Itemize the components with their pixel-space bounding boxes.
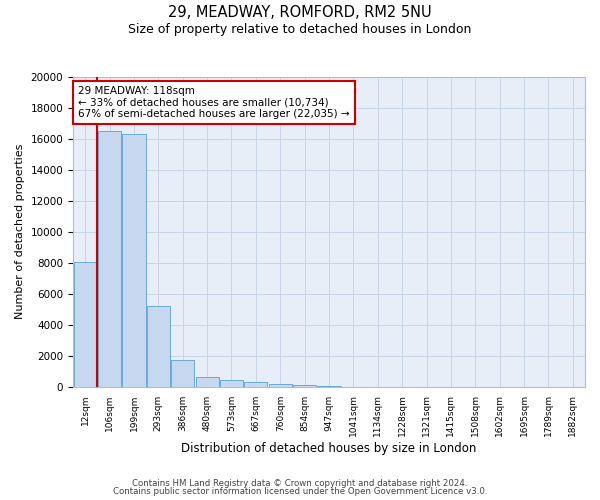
Bar	[98, 131, 121, 386]
Bar	[74, 262, 97, 386]
Bar	[220, 380, 243, 386]
Bar	[196, 376, 218, 386]
Text: 29, MEADWAY, ROMFORD, RM2 5NU: 29, MEADWAY, ROMFORD, RM2 5NU	[168, 5, 432, 20]
Text: 29 MEADWAY: 118sqm
← 33% of detached houses are smaller (10,734)
67% of semi-det: 29 MEADWAY: 118sqm ← 33% of detached hou…	[78, 86, 350, 119]
Text: Size of property relative to detached houses in London: Size of property relative to detached ho…	[128, 22, 472, 36]
X-axis label: Distribution of detached houses by size in London: Distribution of detached houses by size …	[181, 442, 477, 455]
Y-axis label: Number of detached properties: Number of detached properties	[15, 144, 25, 320]
Text: Contains HM Land Registry data © Crown copyright and database right 2024.: Contains HM Land Registry data © Crown c…	[132, 478, 468, 488]
Bar	[293, 385, 316, 386]
Bar	[122, 134, 146, 386]
Bar	[171, 360, 194, 386]
Bar	[269, 384, 292, 386]
Bar	[244, 382, 268, 386]
Text: Contains public sector information licensed under the Open Government Licence v3: Contains public sector information licen…	[113, 487, 487, 496]
Bar	[147, 306, 170, 386]
